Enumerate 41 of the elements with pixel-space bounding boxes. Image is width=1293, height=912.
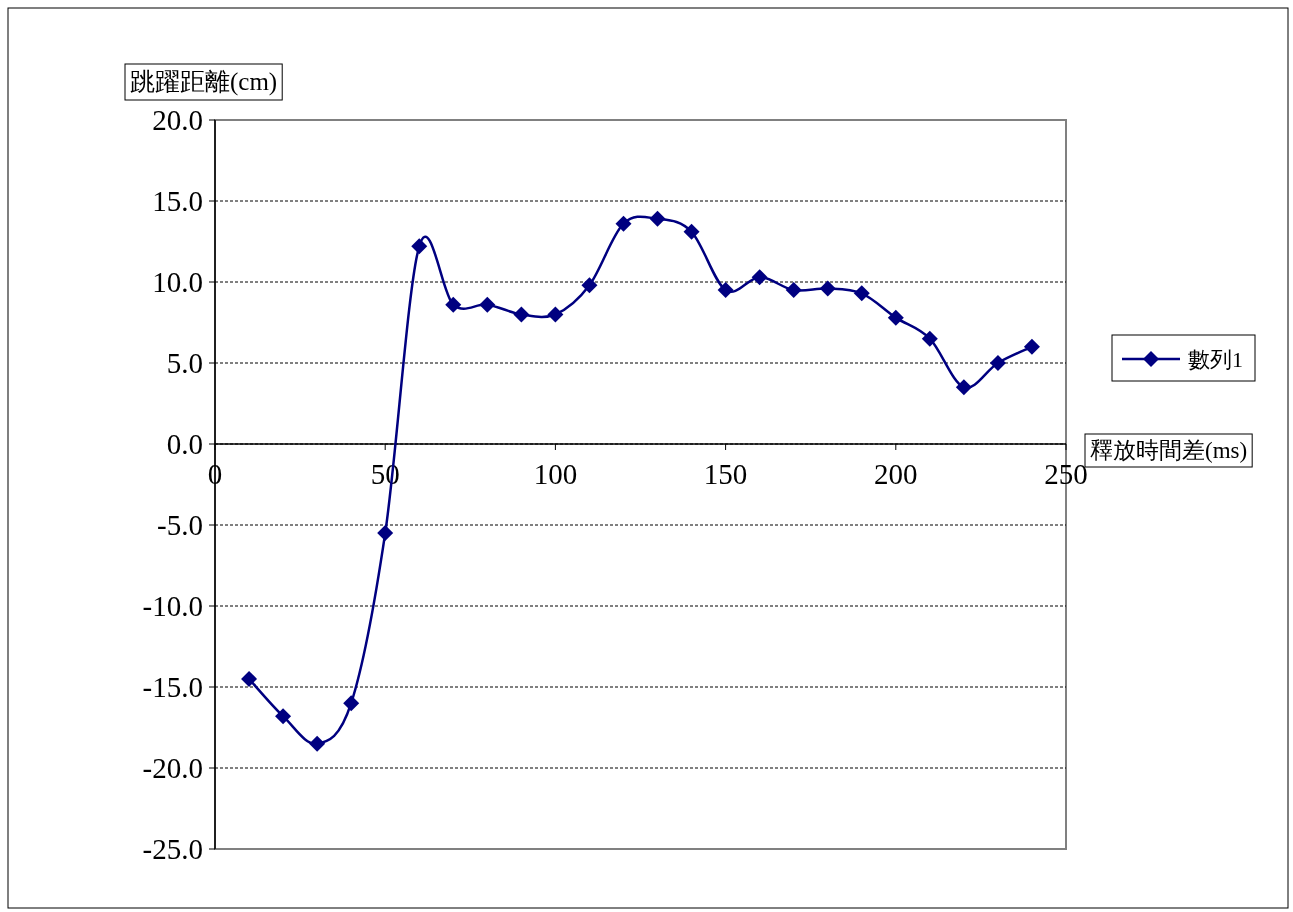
y-tick-label: -25.0: [142, 833, 203, 865]
point: [649, 210, 666, 227]
y-tick-label: -5.0: [157, 509, 203, 541]
point: [547, 306, 564, 323]
point: [1023, 338, 1040, 355]
point: [513, 306, 530, 323]
point: [309, 735, 326, 752]
point: [989, 355, 1006, 371]
point: [377, 525, 394, 542]
x-axis-title: 釋放時間差(ms): [1090, 438, 1248, 463]
point: [785, 282, 802, 299]
x-tick-label: 100: [533, 458, 578, 490]
point: [819, 280, 836, 297]
x-tick-label: 250: [1044, 458, 1088, 490]
y-tick-label: -20.0: [142, 752, 203, 784]
point: [887, 309, 904, 326]
point: [581, 277, 598, 294]
y-tick-label: -15.0: [142, 671, 203, 703]
point: [615, 215, 632, 232]
point: [921, 330, 938, 347]
x-tick-label: 200: [874, 458, 918, 490]
y-tick-label: 20.0: [152, 104, 203, 136]
y-tick-label: 5.0: [166, 347, 203, 379]
point: [445, 296, 462, 313]
y-axis-title: 跳躍距離(cm): [130, 68, 278, 96]
legend-label: 數列1: [1188, 347, 1243, 372]
y-tick-label: 10.0: [152, 266, 203, 298]
y-tick-label: -10.0: [142, 590, 203, 622]
point: [411, 238, 428, 255]
point: [343, 695, 360, 712]
point: [751, 269, 768, 286]
point: [683, 223, 700, 240]
point: [955, 379, 972, 396]
point: [717, 282, 734, 299]
point: [241, 670, 258, 687]
point: [275, 708, 292, 725]
y-tick-label: 0.0: [166, 428, 203, 460]
x-tick-label: 150: [703, 458, 748, 490]
point: [853, 285, 870, 302]
point: [479, 296, 496, 313]
y-tick-label: 15.0: [152, 185, 203, 217]
